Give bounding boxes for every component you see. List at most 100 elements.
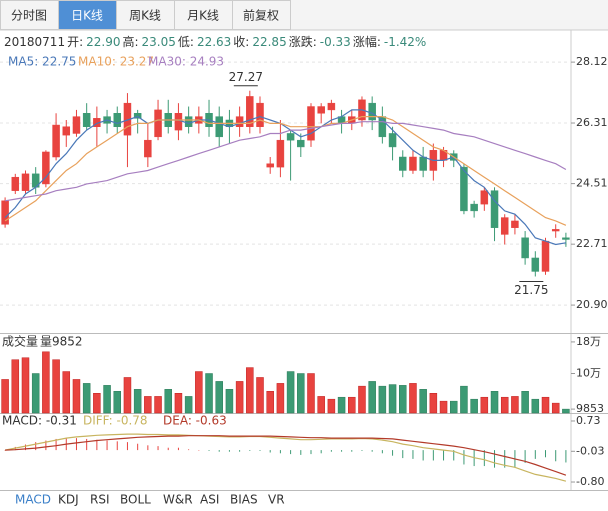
y-tick-label: 0.73: [576, 414, 601, 427]
candle-body: [307, 106, 315, 141]
volume-bar: [235, 381, 244, 414]
volume-bar: [348, 396, 356, 414]
quote-label: 涨跌:: [289, 34, 317, 49]
candle-body: [215, 116, 223, 138]
candle-body: [460, 166, 468, 212]
volume-bar: [490, 391, 499, 414]
volume-bar: [439, 400, 448, 414]
y-tick-label: 10万: [576, 367, 601, 380]
candle-body: [42, 151, 50, 185]
tab-label[interactable]: 前复权: [243, 8, 279, 23]
volume-bar: [562, 408, 570, 414]
y-tick-label: 9853: [576, 402, 604, 415]
y-tick-label: 28.12: [576, 55, 608, 68]
indicator-tab[interactable]: BIAS: [230, 493, 258, 507]
y-tick-label: 22.71: [576, 237, 608, 250]
tab-label[interactable]: 月K线: [187, 9, 219, 23]
quote-label: 高:: [122, 34, 138, 49]
panel-label: 量9852: [40, 335, 83, 349]
volume-bar: [154, 396, 162, 414]
y-tick-label: -0.03: [576, 444, 604, 457]
legend-label: MA10: 23.27: [78, 55, 154, 69]
candle-body: [551, 229, 560, 232]
indicator-tab[interactable]: RSI: [90, 493, 110, 507]
candle-body: [62, 126, 71, 136]
candle-body: [368, 102, 376, 121]
legend-label: MA5: 22.75: [8, 55, 76, 69]
quote-label: 开:: [67, 35, 83, 49]
volume-bar: [399, 385, 407, 414]
volume-bar: [286, 371, 295, 414]
volume-bar: [246, 367, 254, 414]
quote-date: 20180711: [4, 35, 65, 49]
volume-bar: [541, 396, 550, 414]
volume-bar: [511, 396, 519, 414]
y-tick-label: 24.51: [576, 177, 608, 190]
volume-bar: [31, 373, 40, 414]
volume-bar: [82, 383, 91, 414]
candle-body: [419, 156, 427, 171]
volume-bar: [113, 391, 122, 414]
candle-body: [113, 113, 122, 127]
quote-value: -0.33: [320, 35, 351, 49]
indicator-tab[interactable]: BOLL: [120, 493, 151, 507]
candle-body: [52, 124, 60, 158]
volume-bar: [358, 385, 366, 414]
volume-bar: [460, 385, 468, 414]
volume-bar: [62, 371, 71, 414]
volume-bar: [144, 396, 152, 414]
volume-bar: [521, 391, 529, 414]
y-tick-label: 18万: [576, 335, 601, 348]
volume-bar: [480, 396, 489, 414]
volume-bar: [276, 383, 285, 414]
volume-bar: [317, 396, 325, 414]
quote-value: -1.42%: [384, 35, 426, 49]
quote-label: 低:: [178, 35, 194, 49]
quote-value: 22.63: [197, 35, 231, 49]
candle-body: [256, 102, 264, 127]
volume-bar: [21, 357, 30, 414]
indicator-tab[interactable]: KDJ: [58, 493, 79, 507]
indicator-tab[interactable]: W&R: [163, 493, 193, 507]
tab-label[interactable]: 周K线: [129, 9, 161, 23]
tab-label[interactable]: 分时图: [11, 9, 47, 23]
candle-body: [246, 96, 254, 127]
indicator-tab[interactable]: VR: [268, 493, 285, 507]
candle-body: [266, 163, 274, 168]
candle-body: [184, 116, 193, 127]
volume-bar: [266, 391, 274, 414]
volume-bar: [429, 393, 438, 414]
legend-label: DIFF: -0.78: [83, 414, 148, 428]
volume-bar: [133, 389, 142, 414]
candle-body: [480, 190, 489, 205]
quote-value: 22.85: [252, 35, 286, 49]
candle-body: [409, 156, 417, 171]
volume-bar: [307, 373, 315, 414]
annotation-label: 21.75: [514, 283, 548, 297]
legend-label: MA30: 24.93: [148, 55, 224, 69]
volume-bar: [52, 359, 60, 414]
volume-bar: [327, 398, 336, 414]
volume-bar: [409, 383, 417, 414]
volume-bar: [256, 377, 264, 414]
candle-body: [21, 173, 30, 191]
y-tick-label: -0.80: [576, 475, 604, 488]
tab[interactable]: [0, 0, 59, 30]
indicator-tab[interactable]: ASI: [200, 493, 219, 507]
tab[interactable]: [58, 0, 117, 30]
y-tick-label: 26.31: [576, 116, 608, 129]
quote-label: 收:: [233, 35, 249, 49]
tab[interactable]: [232, 0, 291, 30]
volume-bar: [388, 384, 397, 414]
candle-body: [276, 139, 285, 168]
volume-bar: [195, 371, 203, 414]
candle-body: [174, 113, 183, 131]
tab-label[interactable]: 日K线: [71, 9, 103, 23]
quote-value: 23.05: [142, 35, 176, 49]
volume-bar: [184, 396, 193, 414]
volume-bar: [123, 377, 132, 414]
volume-bar: [1, 379, 9, 414]
indicator-tab[interactable]: MACD: [15, 493, 51, 507]
candle-body: [490, 190, 499, 228]
candle-body: [235, 116, 244, 127]
